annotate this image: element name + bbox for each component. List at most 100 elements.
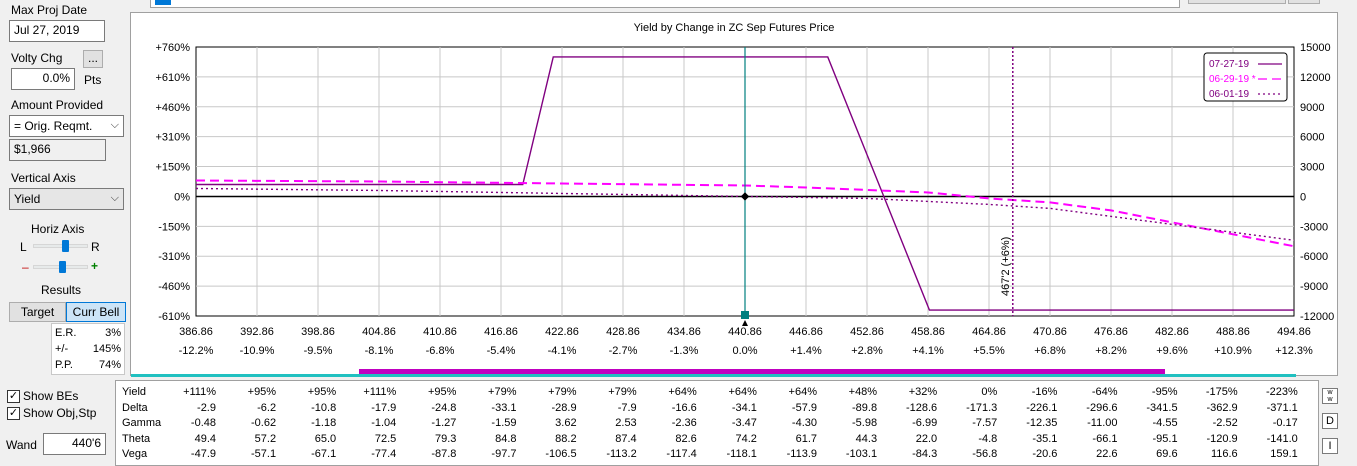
greeks-cell: 49.4 (194, 432, 216, 445)
wand-input[interactable]: 440'6 (43, 433, 106, 455)
x-tick-label: 458.86 (911, 326, 945, 338)
greeks-cell: 65.0 (314, 432, 337, 445)
greeks-cell: -1.59 (491, 417, 517, 429)
y-right-tick-label: -6000 (1300, 251, 1328, 263)
x-tick-label: 494.86 (1277, 326, 1311, 338)
results-label: Results (41, 283, 82, 297)
greeks-cell: -84.3 (912, 448, 938, 460)
top-toolbar-field[interactable] (150, 0, 1180, 8)
volty-chg-unit: Pts (84, 73, 102, 87)
greeks-cell: -57.9 (791, 401, 817, 414)
top-button[interactable] (1188, 0, 1286, 4)
range-bar (359, 369, 1165, 374)
legend-box (1203, 52, 1288, 102)
x-tick-label: 416.86 (484, 326, 518, 338)
greeks-cell: 22.6 (1096, 448, 1118, 460)
x-pct-tick-label: -2.7% (609, 345, 638, 357)
greeks-d-button[interactable]: D (1322, 413, 1338, 429)
y-left-tick-label: -460% (158, 281, 190, 293)
y-left-tick-label: +610% (155, 72, 190, 84)
max-proj-date-field[interactable]: Jul 27, 2019 (9, 20, 105, 42)
zoom-slider-thumb[interactable] (59, 261, 67, 273)
top-button-small[interactable] (1288, 0, 1320, 4)
greeks-row-label: Delta (122, 401, 148, 414)
x-tick-label: 440.86 (728, 326, 762, 338)
series-line-1[interactable] (196, 56, 1294, 311)
greeks-cell: -2.36 (671, 417, 697, 429)
greeks-cell: +79% (608, 386, 637, 398)
show-bes-checkbox[interactable]: ✓ (7, 390, 20, 403)
volty-chg-more-button[interactable]: ... (83, 50, 103, 68)
legend-entry: 06-29-19 * (1209, 74, 1256, 85)
stat-pp-label: P.P. (55, 359, 73, 371)
greeks-w-button[interactable]: w w (1322, 388, 1338, 404)
range-base-bar (131, 374, 1296, 377)
series-line-3[interactable] (195, 187, 1295, 241)
y-left-tick-label: -610% (158, 311, 190, 323)
greeks-row-label: Vega (122, 448, 148, 460)
x-pct-tick-label: -1.3% (670, 345, 699, 357)
x-tick-label: 482.86 (1155, 326, 1189, 338)
greeks-row-vega: Vega -47.9 -57.1 -67.1 -77.4 -87.8 -97.7 -106.5… (116, 448, 1318, 464)
horiz-axis-slider-track[interactable] (33, 244, 88, 248)
top-slider-thumb[interactable] (155, 0, 171, 5)
stat-er-label: E.R. (55, 327, 77, 339)
greeks-table: Yield +111% +95% +95% +111% +95% +79% +79% +79% +… (115, 380, 1319, 466)
greeks-cell: 69.6 (1156, 448, 1178, 460)
curr-bell-button[interactable]: Curr Bell (66, 302, 126, 322)
greeks-cell: 87.4 (615, 432, 637, 445)
target-button[interactable]: Target (9, 302, 66, 322)
amount-provided-select[interactable]: = Orig. Reqmt. ⌵ (9, 115, 124, 137)
greeks-cell: -11.00 (1087, 417, 1118, 429)
greeks-cell: 44.3 (855, 432, 878, 445)
legend-entry: 07-27-19 (1209, 59, 1249, 70)
greeks-cell: 74.2 (735, 432, 757, 445)
x-tick-label: 404.86 (362, 326, 396, 338)
greeks-i-button[interactable]: I (1322, 438, 1338, 454)
x-tick-label: 386.86 (179, 326, 213, 338)
greeks-cell: 3.62 (555, 417, 577, 429)
greeks-cell: -2.9 (197, 401, 216, 414)
greeks-cell: 2.53 (615, 417, 637, 429)
zoom-minus-label: – (22, 260, 29, 274)
greeks-cell: 57.2 (254, 432, 277, 445)
x-pct-tick-label: -12.2% (179, 345, 214, 357)
current-price-marker[interactable] (741, 311, 749, 319)
series-line-2[interactable] (195, 179, 1295, 248)
x-pct-tick-label: -9.5% (304, 345, 333, 357)
x-pct-tick-label: -5.4% (487, 345, 516, 357)
stat-er-value: 3% (105, 327, 121, 339)
chart-panel: Yield by Change in ZC Sep Futures Price … (130, 12, 1338, 377)
greeks-cell: -77.4 (371, 448, 397, 460)
x-pct-tick-label: +10.9% (1214, 345, 1252, 357)
yield-chart[interactable]: Yield by Change in ZC Sep Futures Price … (131, 13, 1337, 375)
greeks-cell: +79% (548, 386, 577, 398)
greeks-cell: -66.1 (1092, 432, 1118, 445)
horiz-axis-slider-thumb[interactable] (61, 240, 69, 252)
show-obj-checkbox[interactable]: ✓ (7, 407, 20, 420)
greeks-row-label: Theta (122, 432, 151, 445)
greeks-cell: -0.48 (190, 417, 216, 429)
greeks-row-label: Gamma (122, 417, 162, 429)
greeks-cell: -1.18 (311, 417, 337, 429)
greeks-cell: -64% (1091, 386, 1118, 398)
show-bes-label: Show BEs (23, 389, 79, 403)
greeks-cell: -35.1 (1032, 432, 1058, 445)
greeks-cell: -175% (1205, 386, 1238, 398)
y-right-tick-label: 9000 (1300, 102, 1324, 114)
greeks-w-label: w w (1327, 389, 1333, 403)
stat-pp-value: 74% (98, 359, 121, 371)
greeks-cell: -1.04 (371, 417, 397, 429)
volty-chg-input[interactable]: 0.0% (11, 68, 75, 90)
greeks-cell: 82.6 (675, 432, 697, 445)
greeks-cell: -141.0 (1266, 432, 1298, 445)
vertical-axis-select[interactable]: Yield ⌵ (9, 188, 124, 210)
greeks-cell: -4.30 (791, 417, 817, 429)
results-stats: E.R. 3% +/- 145% P.P. 74% (51, 323, 125, 375)
greeks-cell: -34.1 (731, 401, 757, 414)
vertical-axis-label: Vertical Axis (11, 171, 76, 185)
amount-provided-label: Amount Provided (11, 98, 104, 112)
greeks-cell: 88.2 (555, 432, 577, 445)
greeks-cell: -4.55 (1152, 417, 1178, 429)
y-right-tick-label: 3000 (1300, 162, 1324, 174)
